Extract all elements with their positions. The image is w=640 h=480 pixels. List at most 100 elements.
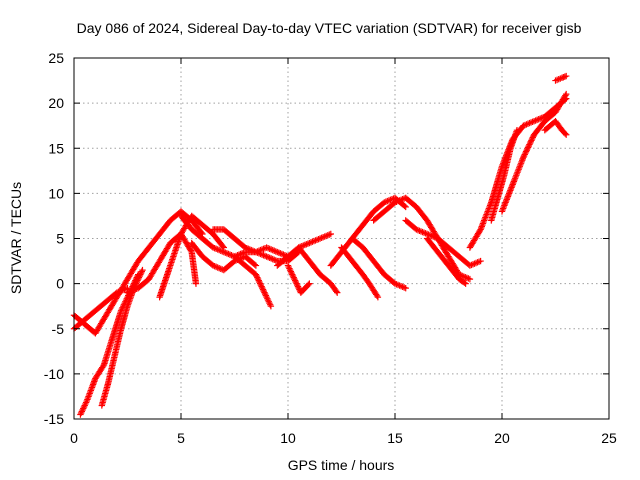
data-point bbox=[537, 115, 544, 122]
data-point bbox=[216, 264, 223, 272]
data-point bbox=[400, 284, 408, 291]
data-point bbox=[251, 261, 258, 268]
data-point bbox=[327, 230, 334, 238]
data-point bbox=[562, 92, 569, 99]
data-point bbox=[261, 252, 269, 260]
data-point bbox=[261, 289, 268, 296]
y-tick-label: -10 bbox=[44, 366, 64, 382]
data-point bbox=[471, 260, 478, 267]
data-point bbox=[77, 409, 85, 417]
data-point bbox=[80, 405, 87, 412]
series-arc-l bbox=[284, 262, 313, 296]
series-arc-v bbox=[498, 90, 570, 215]
y-axis-label: SDTVAR / TECUs bbox=[8, 182, 24, 294]
data-point bbox=[275, 249, 283, 256]
data-point bbox=[523, 147, 530, 154]
data-point bbox=[301, 241, 309, 249]
series-arc-c bbox=[98, 266, 146, 409]
data-point bbox=[476, 227, 483, 235]
data-point bbox=[522, 149, 529, 157]
data-point bbox=[127, 288, 134, 295]
data-point bbox=[521, 151, 528, 158]
data-point bbox=[272, 257, 279, 264]
data-point bbox=[428, 232, 435, 240]
data-point bbox=[475, 258, 483, 265]
series-arc-n bbox=[327, 194, 409, 269]
data-point bbox=[528, 137, 535, 144]
data-point bbox=[520, 122, 527, 129]
series-arc-e bbox=[124, 230, 200, 296]
data-point bbox=[525, 142, 532, 150]
data-point bbox=[290, 274, 297, 281]
data-point bbox=[257, 281, 265, 289]
data-point bbox=[258, 246, 266, 253]
data-point bbox=[373, 292, 381, 300]
data-point bbox=[252, 248, 260, 256]
data-point bbox=[466, 275, 474, 283]
data-point bbox=[292, 278, 300, 286]
x-tick-label: 25 bbox=[601, 430, 617, 446]
data-point bbox=[460, 273, 467, 280]
data-point bbox=[255, 277, 262, 284]
data-point bbox=[82, 399, 90, 406]
data-point bbox=[278, 250, 286, 258]
data-point bbox=[264, 244, 272, 252]
data-point bbox=[243, 244, 250, 252]
data-point bbox=[313, 236, 321, 243]
data-point bbox=[139, 266, 146, 274]
data-point bbox=[310, 237, 318, 245]
data-point bbox=[216, 246, 223, 254]
data-point bbox=[253, 272, 260, 280]
series-arc-s bbox=[423, 235, 469, 287]
data-point bbox=[324, 232, 331, 239]
data-point bbox=[212, 263, 220, 271]
data-point bbox=[294, 283, 302, 290]
data-point bbox=[402, 284, 409, 292]
data-point bbox=[323, 232, 330, 240]
data-point bbox=[246, 246, 253, 253]
y-tick-label: 10 bbox=[48, 185, 64, 201]
series-arc-p bbox=[349, 235, 409, 292]
data-point bbox=[334, 289, 341, 296]
data-point bbox=[269, 255, 276, 263]
data-point bbox=[528, 135, 536, 143]
data-point bbox=[214, 264, 221, 271]
data-point bbox=[420, 229, 428, 236]
data-point bbox=[533, 116, 541, 124]
series-arc-q bbox=[370, 194, 474, 283]
data-point bbox=[294, 281, 301, 289]
data-point bbox=[524, 145, 531, 153]
data-point bbox=[477, 257, 484, 265]
data-point bbox=[291, 277, 299, 284]
data-point bbox=[417, 228, 425, 235]
data-point bbox=[474, 259, 481, 266]
series-arc-o bbox=[338, 244, 382, 301]
data-point bbox=[394, 281, 402, 289]
data-point bbox=[252, 271, 260, 278]
data-point bbox=[219, 248, 226, 255]
data-point bbox=[295, 284, 302, 292]
data-point bbox=[78, 408, 86, 415]
data-point bbox=[306, 280, 313, 287]
data-point bbox=[524, 144, 532, 151]
data-point bbox=[306, 239, 313, 247]
x-tick-label: 5 bbox=[177, 430, 185, 446]
data-point bbox=[285, 263, 292, 271]
data-point bbox=[267, 246, 275, 253]
data-point bbox=[316, 235, 324, 242]
data-point bbox=[307, 239, 315, 246]
y-tick-label: 15 bbox=[48, 140, 64, 156]
y-tick-label: -5 bbox=[52, 321, 65, 337]
series-arc-k bbox=[274, 230, 334, 269]
data-point bbox=[248, 246, 255, 254]
data-point bbox=[291, 275, 298, 283]
data-point bbox=[426, 232, 434, 239]
data-point bbox=[529, 118, 536, 126]
data-point bbox=[315, 235, 322, 243]
series-arc-r bbox=[402, 217, 484, 269]
data-point bbox=[254, 275, 262, 283]
data-point bbox=[259, 286, 267, 293]
data-point bbox=[563, 131, 570, 138]
data-point bbox=[558, 74, 566, 82]
y-tick-label: 0 bbox=[56, 276, 64, 292]
